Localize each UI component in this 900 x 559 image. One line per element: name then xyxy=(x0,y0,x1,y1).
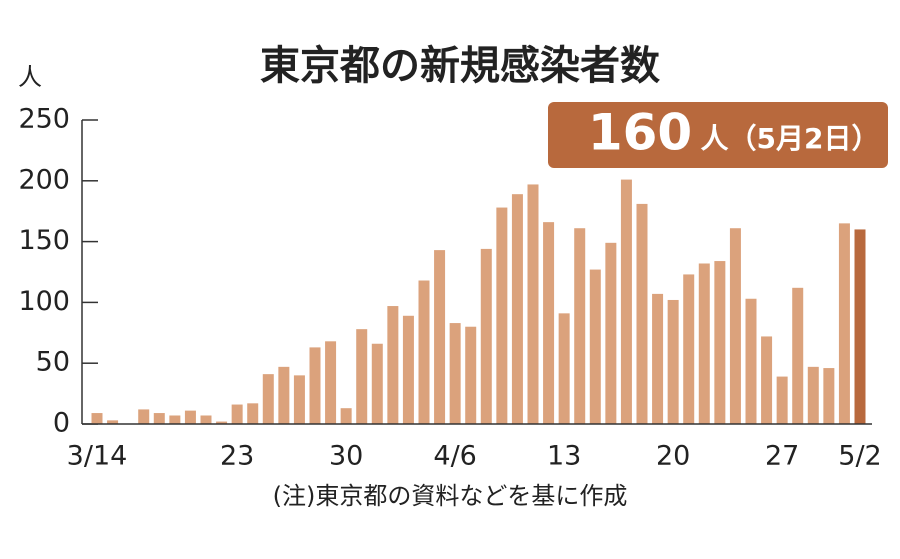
bar xyxy=(527,184,539,424)
bar xyxy=(402,315,414,424)
bar xyxy=(449,323,461,424)
bar xyxy=(418,280,430,424)
bar xyxy=(138,409,150,424)
annotation-value: 160 xyxy=(588,104,692,162)
y-tick-label: 150 xyxy=(18,225,70,256)
x-tick-label: 27 xyxy=(765,441,799,472)
bar xyxy=(340,408,352,424)
bar xyxy=(761,336,773,424)
y-tick-label: 50 xyxy=(36,347,70,378)
x-tick-label: 30 xyxy=(329,441,363,472)
bar xyxy=(776,376,788,424)
bar xyxy=(465,326,477,424)
bar xyxy=(745,298,757,424)
bar xyxy=(854,229,866,424)
bar xyxy=(652,293,664,424)
x-tick-label: 3/14 xyxy=(67,441,128,472)
bar xyxy=(153,413,165,424)
bar xyxy=(620,179,632,424)
y-tick-label: 0 xyxy=(53,408,70,439)
x-tick-label: 20 xyxy=(656,441,690,472)
annotation-label: 人（5月2日） xyxy=(701,122,880,155)
bar xyxy=(371,343,383,424)
bar xyxy=(356,329,368,424)
bar xyxy=(558,313,570,424)
bar xyxy=(434,250,446,424)
bar xyxy=(184,410,196,424)
chart-title: 東京都の新規感染者数 xyxy=(260,43,660,89)
bar xyxy=(309,347,321,424)
bar xyxy=(387,306,399,424)
x-tick-label: 4/6 xyxy=(433,441,476,472)
bar xyxy=(543,222,555,424)
y-tick-label: 200 xyxy=(18,164,70,195)
bar xyxy=(325,341,337,424)
y-tick-label: 100 xyxy=(18,286,70,317)
bar xyxy=(169,415,181,424)
x-tick-label: 13 xyxy=(547,441,581,472)
bar xyxy=(231,404,243,424)
bar xyxy=(636,203,648,424)
bar xyxy=(605,242,617,424)
annotation-box xyxy=(548,102,888,168)
x-tick-label: 23 xyxy=(220,441,254,472)
bar xyxy=(107,420,119,424)
bar xyxy=(667,299,679,424)
y-tick-label: 250 xyxy=(18,104,70,135)
bar xyxy=(91,413,103,424)
bar xyxy=(293,375,305,424)
bar xyxy=(278,366,290,424)
bar xyxy=(480,248,492,424)
bar xyxy=(683,274,695,424)
bar xyxy=(729,228,741,424)
bar xyxy=(574,228,586,424)
bar xyxy=(698,263,710,424)
bar xyxy=(807,366,819,424)
note: (注)東京都の資料などを基に作成 xyxy=(273,482,628,510)
bar xyxy=(247,403,259,424)
bar xyxy=(496,207,508,424)
bar xyxy=(511,194,523,424)
x-tick-label: 5/2 xyxy=(838,441,881,472)
bar xyxy=(589,269,601,424)
bar xyxy=(200,415,212,424)
y-unit: 人 xyxy=(18,63,42,91)
bar xyxy=(262,374,274,424)
bar xyxy=(714,261,726,424)
bar xyxy=(838,223,850,424)
bar xyxy=(823,368,835,424)
bar xyxy=(216,421,228,424)
bar xyxy=(792,287,804,424)
